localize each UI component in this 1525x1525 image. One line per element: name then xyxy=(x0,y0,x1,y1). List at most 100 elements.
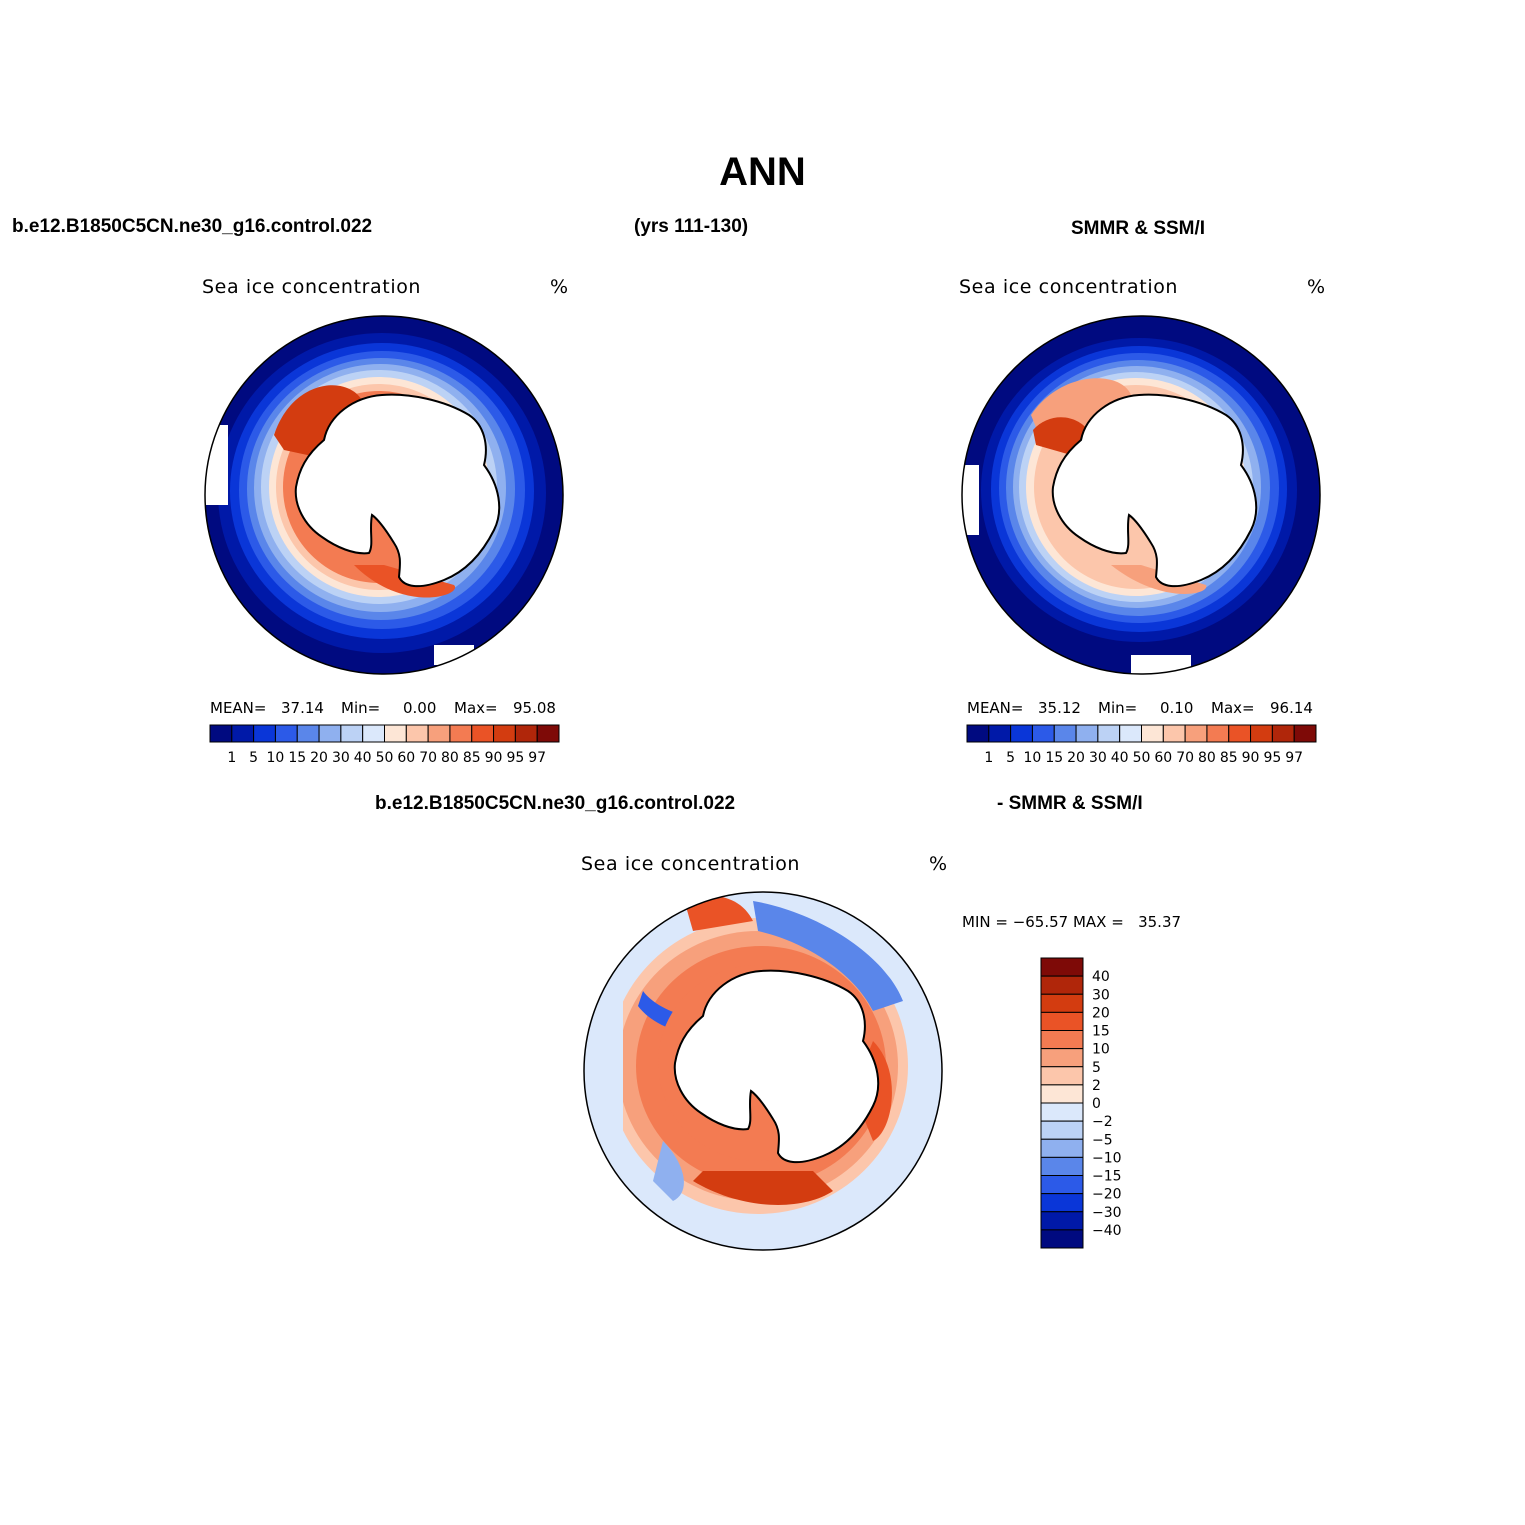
panel3-colorbar-swatch xyxy=(1040,1048,1084,1068)
panel1-colorbar-tick-label: 80 xyxy=(441,750,459,766)
panel1-colorbar-swatch xyxy=(340,724,364,743)
panel1-colorbar-tick-label: 10 xyxy=(267,750,285,766)
panel1-colorbar-swatch xyxy=(318,724,342,743)
panel1-colorbar-tick-label: 1 xyxy=(227,750,236,766)
panel2-colorbar-swatch xyxy=(1141,724,1164,743)
panel1-colorbar-swatch xyxy=(274,724,298,743)
panel2-max: 96.14 xyxy=(1270,699,1313,717)
panel3-colorbar-tick-label: −30 xyxy=(1092,1205,1122,1221)
panel2-colorbar-tick-label: 70 xyxy=(1176,750,1194,766)
panel3-units: % xyxy=(929,853,948,875)
panel3-colorbar-tick-label: −5 xyxy=(1092,1132,1113,1148)
panel2-colorbar-swatch xyxy=(1293,724,1317,743)
panel3-colorbar-swatch xyxy=(1040,1102,1084,1122)
panel3-colorbar-swatch xyxy=(1040,1066,1084,1086)
panel1-colorbar-tick-label: 60 xyxy=(397,750,415,766)
panel1-mean-label: MEAN= xyxy=(210,699,267,717)
panel2-colorbar-swatch xyxy=(988,724,1012,743)
panel1-min: 0.00 xyxy=(403,699,437,717)
figure-title: ANN xyxy=(719,150,806,194)
panel3-colorbar-tick-label: 5 xyxy=(1092,1060,1101,1076)
panel1-colorbar-tick-label: 97 xyxy=(528,750,546,766)
panel3-colorbar-swatch xyxy=(1040,1138,1084,1158)
panel1-colorbar-swatch xyxy=(536,724,560,743)
panel2-colorbar-swatch xyxy=(1250,724,1273,743)
panel1-colorbar-tick-label: 30 xyxy=(332,750,350,766)
panel2-colorbar-swatch xyxy=(1097,724,1121,743)
panel3-colorbar-swatch xyxy=(1040,957,1084,977)
panel3-colorbar-swatch xyxy=(1040,1030,1084,1050)
panel1-colorbar: 1 5 10 15 20 30 40 50 60 70 80 85 90 95 97 xyxy=(209,724,560,766)
panel1-colorbar-swatch xyxy=(253,724,276,743)
panel3-colorbar-swatch xyxy=(1040,1229,1084,1249)
panel2-colorbar-tick-label: 15 xyxy=(1045,750,1063,766)
panel2-colorbar-tick-label: 40 xyxy=(1111,750,1129,766)
panel1-colorbar-swatch xyxy=(405,724,429,743)
panel3-colorbar-swatch xyxy=(1040,1211,1084,1231)
panel3-minmax: MIN = −65.57 MAX = 35.37 xyxy=(962,913,1182,931)
panel2-colorbar-swatch xyxy=(966,724,990,743)
panel3-colorbar-tick-label: −2 xyxy=(1092,1114,1113,1130)
panel2-min-label: Min= xyxy=(1098,699,1138,717)
diff-obs-header: - SMMR & SSM/I xyxy=(997,793,1143,814)
panel2-colorbar-swatch xyxy=(1010,724,1033,743)
panel2-colorbar-swatch xyxy=(1184,724,1208,743)
panel1-colorbar-swatch xyxy=(471,724,495,743)
panel1-map xyxy=(204,315,564,675)
panel1-min-label: Min= xyxy=(341,699,381,717)
panel1-colorbar-tick-label: 95 xyxy=(506,750,524,766)
panel1-colorbar-tick-label: 70 xyxy=(419,750,437,766)
panel1-colorbar-swatch xyxy=(449,724,473,743)
panel2-colorbar-tick-label: 95 xyxy=(1263,750,1281,766)
panel2-colorbar-tick-label: 1 xyxy=(984,750,993,766)
panel2-map xyxy=(961,315,1321,675)
panel1-colorbar-swatch xyxy=(514,724,538,743)
panel2-colorbar-tick-label: 50 xyxy=(1133,750,1151,766)
panel2-colorbar-tick-label: 20 xyxy=(1067,750,1085,766)
panel1-colorbar-swatch xyxy=(209,724,233,743)
panel2-colorbar-swatch xyxy=(1053,724,1077,743)
panel2-colorbar-tick-label: 10 xyxy=(1024,750,1042,766)
panel1-colorbar-swatch xyxy=(427,724,451,743)
panel2-mean-label: MEAN= xyxy=(967,699,1024,717)
panel2-mean: 35.12 xyxy=(1038,699,1081,717)
panel2-colorbar-tick-label: 60 xyxy=(1154,750,1172,766)
panel3-colorbar-tick-label: −40 xyxy=(1092,1223,1122,1239)
panel3-colorbar-swatch xyxy=(1040,975,1084,995)
panel2-min: 0.10 xyxy=(1160,699,1194,717)
panel1-colorbar-tick-label: 5 xyxy=(249,750,258,766)
diff-case-header: b.e12.B1850C5CN.ne30_g16.control.022 xyxy=(375,793,736,814)
panel1-max-label: Max= xyxy=(454,699,498,717)
panel3-colorbar-tick-label: 15 xyxy=(1092,1024,1110,1040)
panel3-colorbar-swatch xyxy=(1040,1120,1084,1140)
panel3-colorbar-swatch xyxy=(1040,1011,1084,1031)
panel3-colorbar-swatch xyxy=(1040,1193,1084,1213)
panel3-colorbar-tick-label: −15 xyxy=(1092,1169,1122,1185)
panel2-colorbar-tick-label: 90 xyxy=(1242,750,1260,766)
panel1-units: % xyxy=(550,276,569,298)
panel3-colorbar-swatch xyxy=(1040,1084,1084,1104)
panel1-max: 95.08 xyxy=(513,699,556,717)
panel2-colorbar-swatch xyxy=(1162,724,1186,743)
panel2-colorbar-tick-label: 80 xyxy=(1198,750,1216,766)
panel3-title: Sea ice concentration xyxy=(581,853,801,875)
panel2-colorbar-swatch xyxy=(1206,724,1230,743)
panel1-colorbar-tick-label: 90 xyxy=(485,750,503,766)
panel2-colorbar-swatch xyxy=(1228,724,1252,743)
panel2-colorbar-swatch xyxy=(1119,724,1142,743)
panel1-colorbar-swatch xyxy=(296,724,320,743)
panel1-title: Sea ice concentration xyxy=(202,276,422,298)
panel1-colorbar-tick-label: 40 xyxy=(354,750,372,766)
panel1-colorbar-tick-label: 15 xyxy=(288,750,306,766)
panel2-colorbar-tick-label: 97 xyxy=(1285,750,1303,766)
panel2-colorbar-tick-label: 5 xyxy=(1006,750,1015,766)
panel3-colorbar-swatch xyxy=(1040,1156,1084,1176)
panel2-colorbar-swatch xyxy=(1075,724,1099,743)
panel3-colorbar-tick-label: 20 xyxy=(1092,1005,1110,1021)
panel3-colorbar-tick-label: 2 xyxy=(1092,1078,1101,1094)
panel2-colorbar-tick-label: 30 xyxy=(1089,750,1107,766)
panel1-colorbar-tick-label: 20 xyxy=(310,750,328,766)
panel2-colorbar-swatch xyxy=(1031,724,1055,743)
panel2-colorbar-tick-label: 85 xyxy=(1220,750,1238,766)
